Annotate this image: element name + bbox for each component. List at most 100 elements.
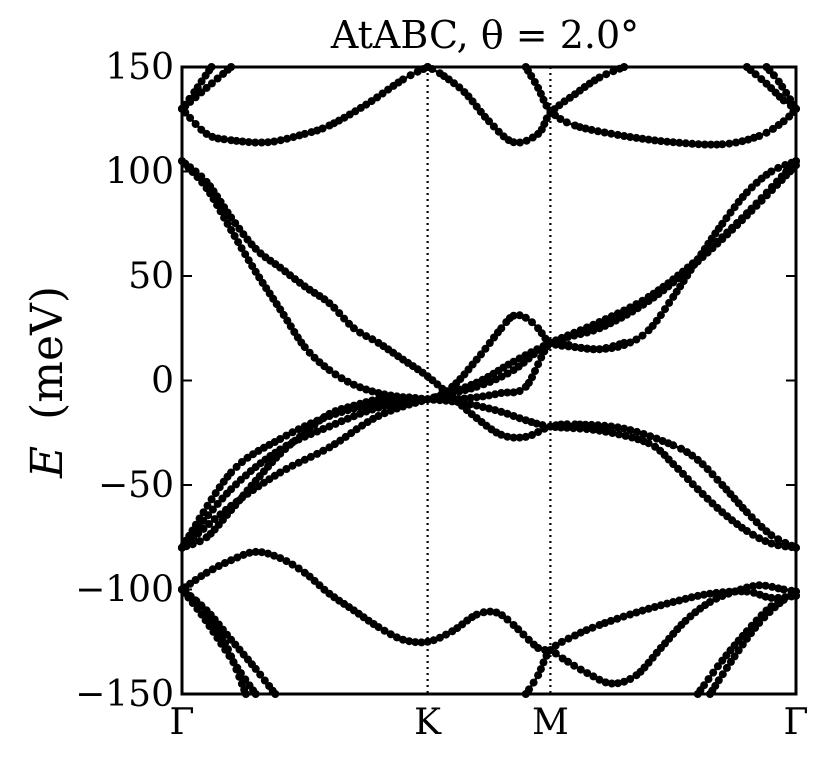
- band-point: [652, 434, 661, 443]
- band-point: [503, 615, 512, 624]
- band-point: [557, 341, 566, 350]
- band-point: [589, 326, 598, 335]
- band-point: [472, 401, 481, 410]
- band-point: [589, 345, 598, 354]
- band-point: [747, 513, 756, 522]
- band-point: [241, 250, 250, 259]
- band-point: [264, 549, 272, 558]
- band-point: [238, 137, 247, 146]
- band-point: [534, 428, 543, 436]
- band-point: [606, 616, 615, 625]
- band-point: [300, 343, 309, 352]
- band-point: [583, 344, 592, 353]
- band-point: [774, 541, 783, 550]
- band-point: [368, 396, 377, 405]
- band-point: [182, 542, 191, 551]
- band-point: [331, 419, 340, 428]
- y-tick-label: 150: [105, 47, 174, 88]
- band-point: [767, 167, 776, 176]
- band-point: [742, 508, 751, 517]
- band-point: [227, 226, 236, 234]
- band-point: [656, 601, 665, 610]
- band-point: [417, 638, 426, 647]
- band-point: [761, 581, 770, 590]
- band-point: [632, 427, 641, 436]
- band-point: [195, 514, 204, 523]
- band-13: [178, 547, 800, 688]
- svg-text:E (meV): E (meV): [22, 286, 73, 479]
- band-point: [738, 640, 747, 649]
- band-point: [782, 88, 791, 97]
- band-point: [515, 387, 524, 395]
- band-point: [276, 554, 285, 563]
- band-point: [356, 409, 365, 418]
- band-point: [779, 585, 788, 594]
- band-point: [781, 161, 790, 169]
- band-point: [300, 455, 309, 464]
- band-point: [227, 556, 236, 565]
- band-point: [570, 331, 579, 340]
- band-point: [650, 603, 659, 611]
- band-line: [696, 590, 797, 695]
- band-point: [725, 587, 734, 596]
- band-point: [626, 610, 635, 619]
- band-point: [730, 652, 739, 661]
- band-point: [607, 422, 616, 431]
- band-point: [589, 320, 598, 329]
- band-line: [708, 594, 797, 695]
- band-point: [491, 406, 500, 415]
- band-point: [601, 427, 610, 436]
- band-point: [725, 139, 734, 148]
- band-point: [749, 588, 758, 597]
- band-0: [178, 157, 800, 552]
- band-point: [718, 140, 727, 149]
- band-point: [609, 67, 618, 76]
- band-point: [515, 433, 524, 442]
- band-point: [221, 559, 229, 567]
- band-point: [632, 133, 641, 142]
- band-point: [515, 414, 524, 423]
- band-point: [681, 139, 690, 148]
- band-point: [325, 366, 334, 375]
- band-point: [335, 309, 344, 318]
- band-point: [650, 136, 659, 145]
- band-point: [551, 340, 560, 349]
- y-axis-label: E (meV): [22, 286, 73, 479]
- band-point: [714, 676, 723, 685]
- band-point: [380, 626, 389, 635]
- band-point: [374, 389, 383, 397]
- band-point: [349, 324, 358, 333]
- band-point: [731, 587, 740, 596]
- band-point: [646, 432, 655, 441]
- band-point: [251, 547, 260, 556]
- band-point: [765, 608, 774, 617]
- band-point: [227, 485, 236, 494]
- band-point: [203, 501, 212, 510]
- band-point: [557, 637, 566, 646]
- band-point: [509, 357, 518, 366]
- band-point: [455, 387, 464, 396]
- x-tick-label: Γ: [784, 702, 809, 743]
- band-point: [602, 70, 611, 79]
- band-point: [503, 369, 512, 378]
- band-point: [669, 138, 678, 147]
- band-point: [245, 548, 254, 557]
- band-point: [595, 73, 604, 82]
- band-1: [178, 161, 800, 552]
- band-point: [530, 78, 539, 86]
- band-point: [644, 135, 653, 144]
- band-point: [700, 140, 709, 149]
- band-point: [594, 127, 602, 136]
- band-point: [704, 675, 713, 684]
- band-point: [762, 191, 771, 200]
- band-point: [405, 393, 414, 402]
- band-point: [356, 399, 365, 408]
- band-point: [435, 633, 444, 642]
- band-point: [349, 401, 358, 410]
- band-point: [562, 118, 571, 127]
- band-point: [528, 431, 536, 439]
- band-point: [747, 206, 756, 215]
- band-point: [210, 515, 219, 524]
- band-point: [288, 461, 297, 470]
